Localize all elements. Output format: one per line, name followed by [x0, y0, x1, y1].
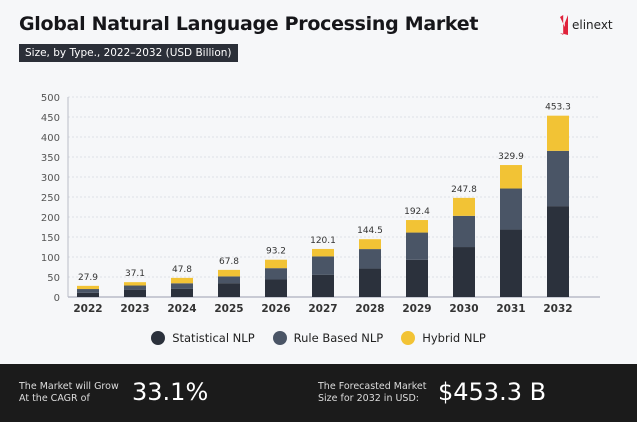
- bar-segment-rule-based: [171, 283, 193, 289]
- bar-segment-statistical: [218, 283, 240, 297]
- cagr-value: 33.1%: [132, 378, 209, 406]
- x-tick-label: 2032: [543, 303, 572, 315]
- y-tick-label: 100: [41, 253, 60, 264]
- legend-label: Statistical NLP: [172, 331, 255, 345]
- y-tick-label: 50: [47, 273, 60, 284]
- bar-segment-statistical: [77, 292, 99, 297]
- x-tick-label: 2028: [355, 303, 384, 315]
- bar-segment-hybrid: [406, 220, 428, 233]
- bar-segment-statistical: [265, 279, 287, 297]
- cagr-label: The Market will Grow At the CAGR of: [19, 381, 119, 404]
- legend-item-hybrid: Hybrid NLP: [401, 331, 486, 345]
- bar-segment-rule-based: [265, 268, 287, 280]
- bar-segment-statistical: [406, 259, 428, 297]
- logo-icon: [560, 15, 568, 35]
- data-label: 37.1: [125, 269, 145, 279]
- x-tick-label: 2026: [261, 303, 290, 315]
- legend-item-rule-based: Rule Based NLP: [272, 331, 384, 345]
- bar-segment-rule-based: [500, 188, 522, 230]
- x-tick-label: 2024: [167, 303, 196, 315]
- y-tick-label: 500: [41, 93, 60, 104]
- legend-swatch: [401, 331, 416, 345]
- data-label: 247.8: [451, 185, 477, 195]
- bar-segment-statistical: [359, 268, 381, 297]
- legend-swatch: [272, 331, 287, 345]
- bar-segment-rule-based: [77, 289, 99, 293]
- logo-text: elinext: [572, 18, 613, 32]
- x-tick-label: 2029: [402, 303, 431, 315]
- y-tick-label: 350: [41, 153, 60, 164]
- legend: Statistical NLP Rule Based NLP Hybrid NL…: [0, 331, 637, 345]
- bar-segment-statistical: [547, 206, 569, 297]
- bar-segment-hybrid: [218, 269, 240, 277]
- legend-item-statistical: Statistical NLP: [151, 331, 255, 345]
- bar-segment-rule-based: [359, 249, 381, 269]
- legend-swatch: [151, 331, 166, 345]
- bar-segment-hybrid: [500, 165, 522, 189]
- data-label: 120.1: [310, 236, 336, 246]
- bar-segment-rule-based: [312, 256, 334, 275]
- x-tick-label: 2025: [214, 303, 243, 315]
- data-label: 67.8: [219, 257, 239, 267]
- elinext-logo: elinext: [560, 15, 613, 35]
- y-tick-label: 250: [41, 193, 60, 204]
- bar-segment-statistical: [124, 289, 146, 297]
- bar-segment-hybrid: [77, 285, 99, 290]
- chart-subtitle: Size, by Type., 2022–2032 (USD Billion): [19, 44, 238, 62]
- data-label: 47.8: [172, 265, 192, 275]
- forecast-label: The Forecasted Market Size for 2032 in U…: [318, 381, 427, 404]
- bar-segment-statistical: [312, 274, 334, 297]
- bar-segment-rule-based: [218, 276, 240, 284]
- x-tick-label: 2030: [449, 303, 478, 315]
- data-label: 144.5: [357, 226, 383, 236]
- bar-segment-statistical: [500, 229, 522, 297]
- bar-segment-rule-based: [547, 150, 569, 207]
- y-tick-label: 0: [54, 293, 60, 304]
- bar-segment-rule-based: [453, 215, 475, 248]
- bar-segment-hybrid: [453, 197, 475, 216]
- bar-segment-rule-based: [406, 232, 428, 260]
- bar-chart: 0 50 100 150 200 250 300 350 400 450 500 27.9 2022 37…: [41, 93, 600, 315]
- x-tick-label: 2023: [120, 303, 149, 315]
- bar-segment-rule-based: [124, 285, 146, 290]
- bar-segment-hybrid: [312, 248, 334, 257]
- data-label: 27.9: [78, 273, 98, 283]
- legend-label: Rule Based NLP: [293, 331, 384, 345]
- bar-segment-statistical: [171, 288, 193, 297]
- bar-segment-statistical: [453, 247, 475, 297]
- x-tick-label: 2027: [308, 303, 337, 315]
- x-tick-label: 2031: [496, 303, 525, 315]
- data-label: 329.9: [498, 152, 524, 162]
- chart-title: Global Natural Language Processing Marke…: [19, 13, 479, 35]
- y-tick-label: 400: [41, 133, 60, 144]
- bar-segment-hybrid: [547, 115, 569, 151]
- bar-segment-hybrid: [265, 259, 287, 269]
- data-label: 93.2: [266, 247, 286, 257]
- y-tick-label: 200: [41, 213, 60, 224]
- y-tick-label: 300: [41, 173, 60, 184]
- x-tick-label: 2022: [73, 303, 102, 315]
- y-tick-label: 150: [41, 233, 60, 244]
- bar-segment-hybrid: [171, 277, 193, 284]
- data-label: 453.3: [545, 103, 571, 113]
- bar-segment-hybrid: [124, 282, 146, 286]
- summary-band: The Market will Grow At the CAGR of 33.1…: [0, 364, 637, 422]
- y-tick-label: 450: [41, 113, 60, 124]
- data-label: 192.4: [404, 207, 430, 217]
- legend-label: Hybrid NLP: [422, 331, 486, 345]
- forecast-value: $453.3 B: [438, 378, 547, 406]
- bar-segment-hybrid: [359, 239, 381, 250]
